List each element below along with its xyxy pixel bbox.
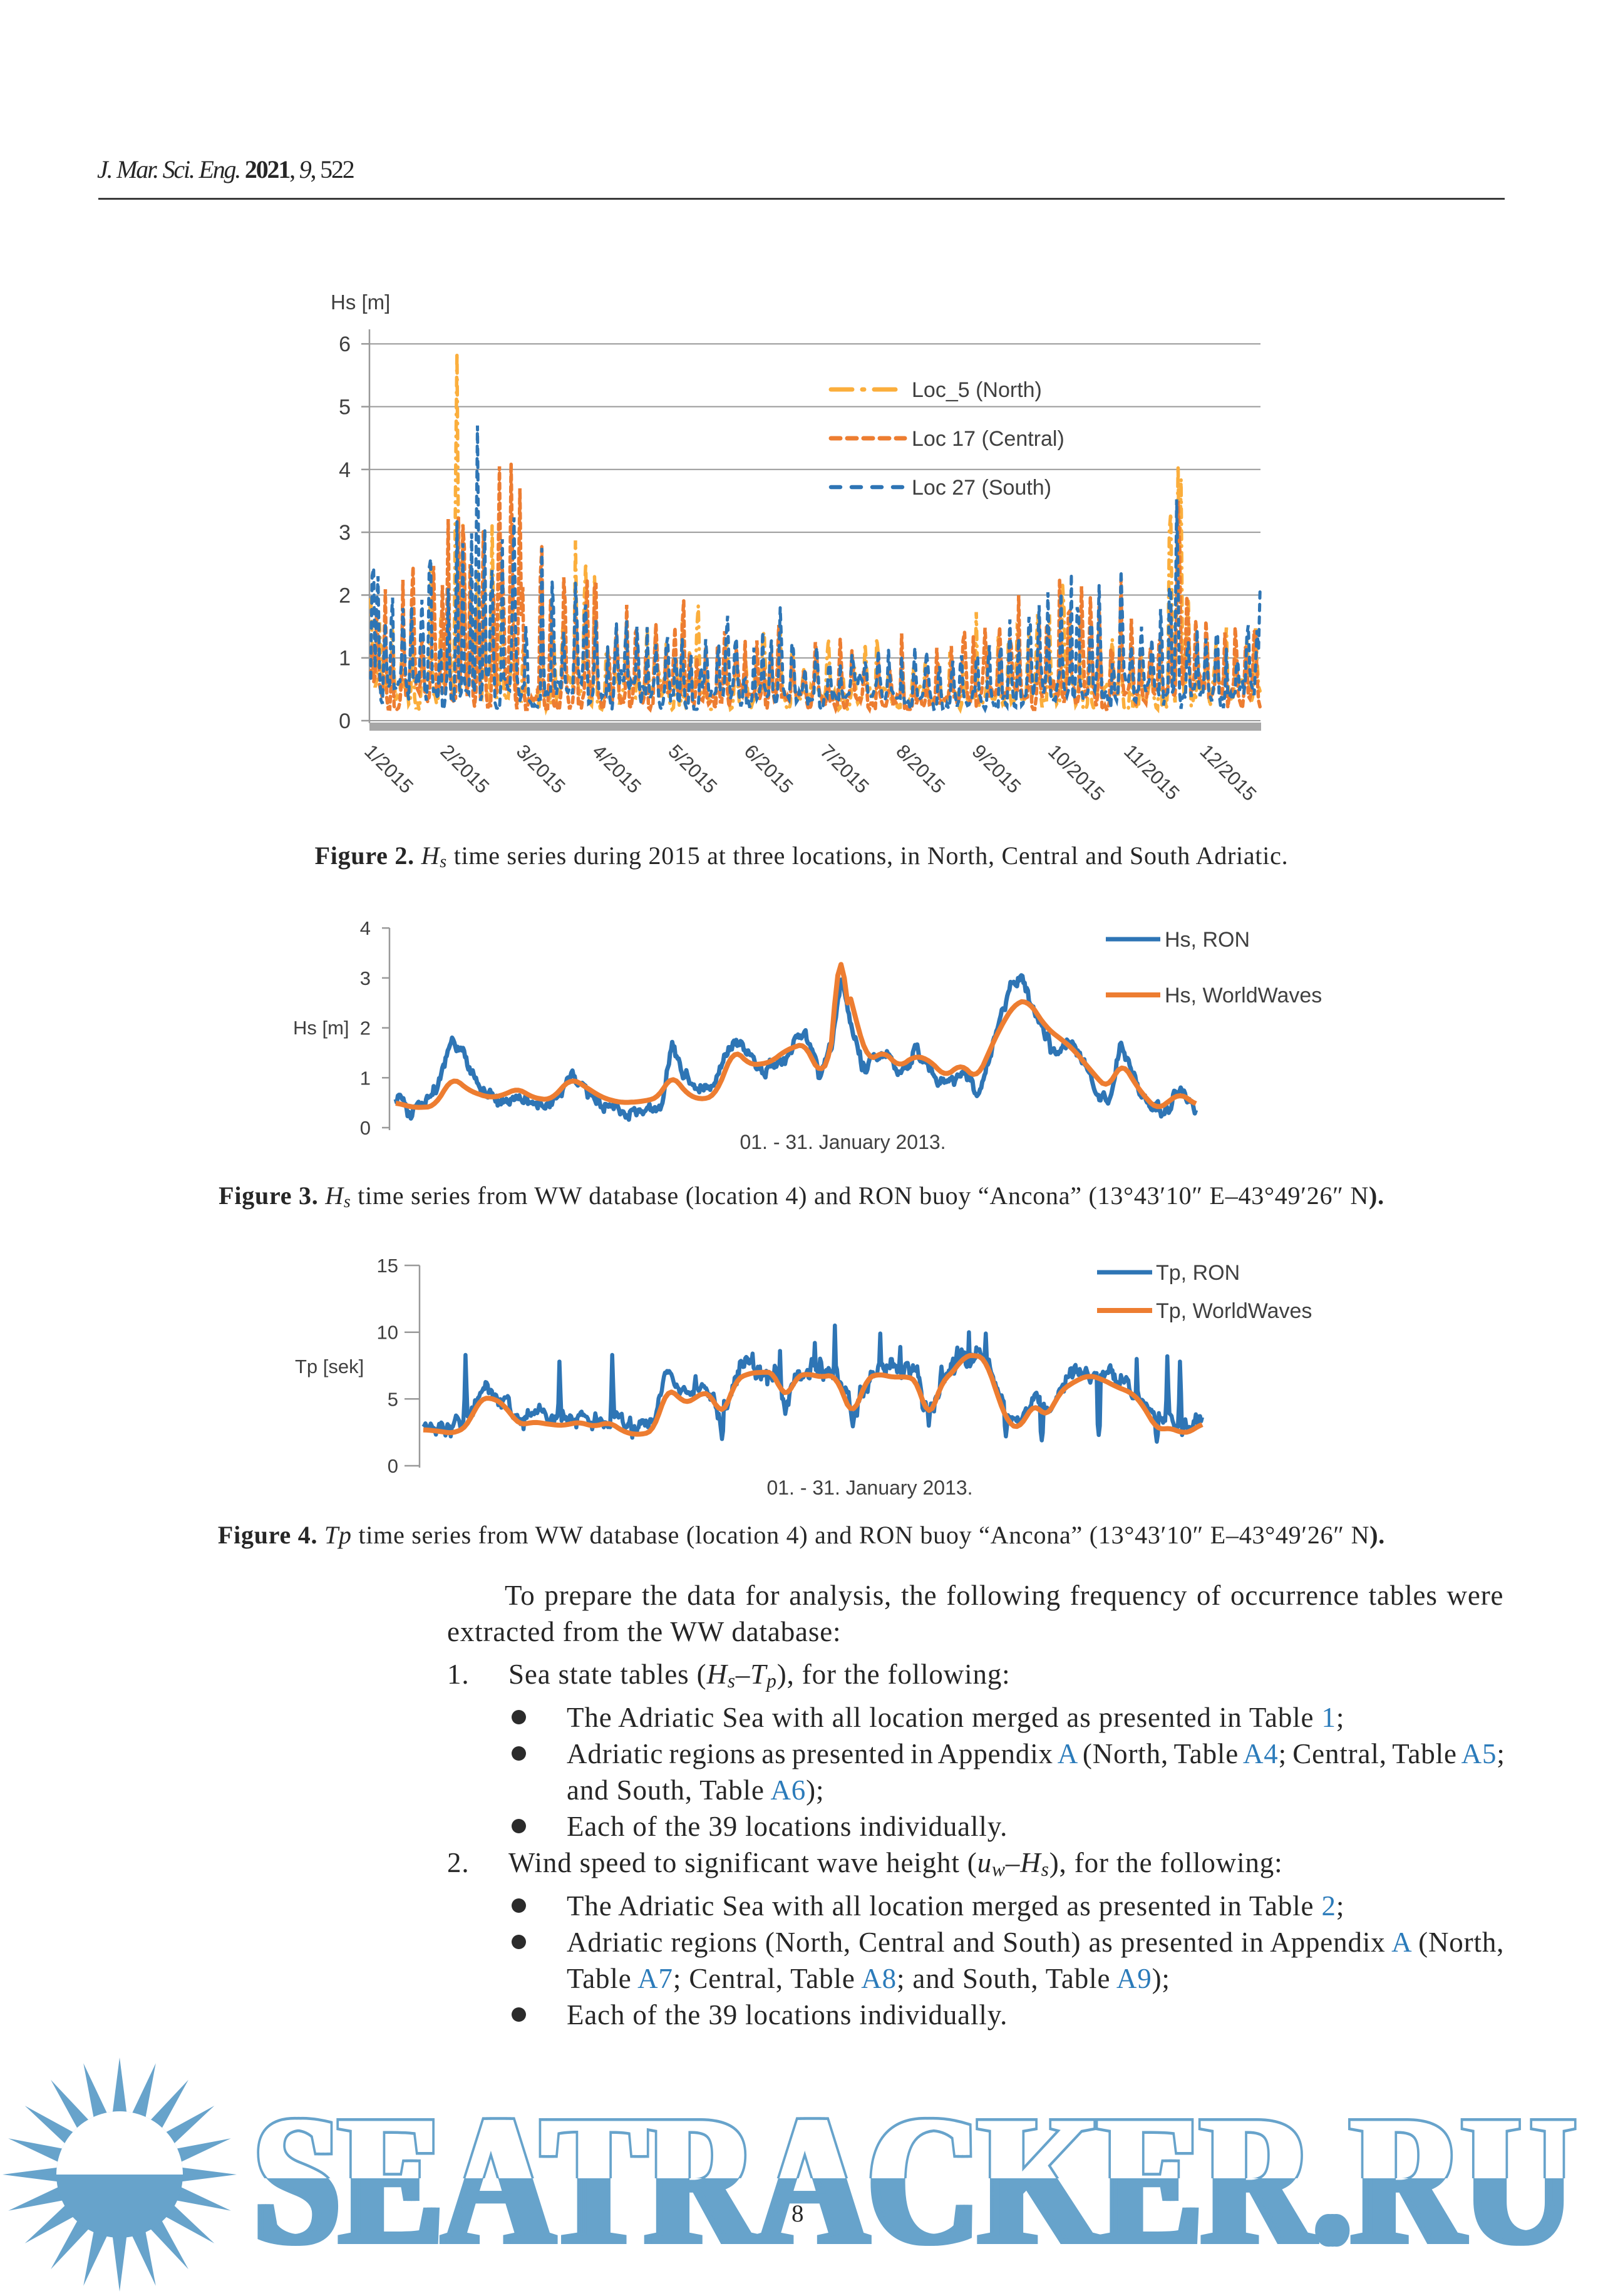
svg-text:4: 4 (339, 458, 351, 482)
svg-text:1/2015: 1/2015 (360, 740, 418, 798)
svg-text:Hs [m]: Hs [m] (293, 1017, 349, 1039)
svg-text:0: 0 (360, 1117, 371, 1139)
svg-text:Tp, RON: Tp, RON (1156, 1261, 1240, 1285)
svg-text:01. - 31. January 2013.: 01. - 31. January 2013. (766, 1476, 972, 1499)
svg-text:Loc 27 (South): Loc 27 (South) (912, 476, 1051, 500)
svg-text:2: 2 (339, 584, 351, 607)
svg-text:Hs, RON: Hs, RON (1165, 928, 1250, 952)
svg-text:SEATRACKER.RU: SEATRACKER.RU (254, 2077, 1574, 2283)
svg-text:10/2015: 10/2015 (1044, 740, 1109, 805)
svg-text:0: 0 (339, 709, 351, 733)
svg-text:8/2015: 8/2015 (892, 740, 949, 798)
svg-text:SEATRACKER.RU: SEATRACKER.RU (250, 2077, 1570, 2283)
svg-text:4: 4 (360, 917, 371, 939)
svg-text:3: 3 (339, 521, 351, 545)
svg-text:Hs [m]: Hs [m] (331, 291, 390, 314)
svg-text:5: 5 (388, 1388, 398, 1410)
svg-text:11/2015: 11/2015 (1120, 740, 1183, 804)
svg-text:3: 3 (360, 967, 371, 989)
svg-text:15: 15 (377, 1255, 398, 1277)
svg-text:SEATRACKER.RU: SEATRACKER.RU (258, 2077, 1578, 2283)
svg-text:Loc 17 (Central): Loc 17 (Central) (912, 427, 1064, 451)
svg-text:12/2015: 12/2015 (1196, 740, 1261, 805)
svg-text:2/2015: 2/2015 (436, 740, 494, 798)
svg-text:4/2015: 4/2015 (588, 740, 646, 798)
svg-text:3/2015: 3/2015 (512, 740, 570, 798)
svg-text:6/2015: 6/2015 (740, 740, 798, 798)
svg-text:6: 6 (339, 332, 351, 356)
svg-text:2: 2 (360, 1017, 371, 1039)
svg-text:SEATRACKER.RU: SEATRACKER.RU (258, 2077, 1578, 2283)
svg-text:5/2015: 5/2015 (664, 740, 721, 798)
svg-text:7/2015: 7/2015 (816, 740, 874, 798)
svg-text:1: 1 (360, 1067, 371, 1089)
svg-text:1: 1 (339, 647, 351, 671)
svg-text:SEATRACKER.RU: SEATRACKER.RU (250, 2077, 1570, 2283)
svg-text:Tp [sek]: Tp [sek] (295, 1356, 364, 1377)
svg-text:SEATRACKER.RU: SEATRACKER.RU (254, 2077, 1574, 2283)
svg-text:5: 5 (339, 396, 351, 420)
svg-text:Loc_5 (North): Loc_5 (North) (912, 378, 1042, 402)
svg-text:0: 0 (388, 1455, 398, 1477)
svg-text:SEATRACKER.RU: SEATRACKER.RU (250, 2077, 1570, 2283)
svg-text:SEATRACKER.RU: SEATRACKER.RU (254, 2077, 1574, 2283)
svg-text:9/2015: 9/2015 (968, 740, 1026, 798)
svg-text:Hs, WorldWaves: Hs, WorldWaves (1165, 984, 1322, 1007)
svg-text:Tp, WorldWaves: Tp, WorldWaves (1156, 1299, 1312, 1323)
svg-text:SEATRACKER.RU: SEATRACKER.RU (258, 2077, 1578, 2283)
svg-text:01. - 31. January 2013.: 01. - 31. January 2013. (740, 1131, 946, 1153)
svg-text:10: 10 (377, 1322, 398, 1344)
